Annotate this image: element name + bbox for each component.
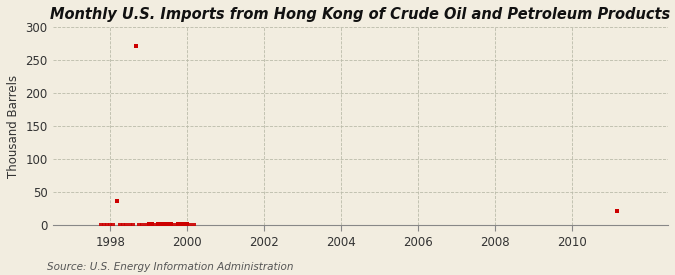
Point	[99, 223, 109, 228]
Point	[182, 222, 192, 226]
Point	[172, 222, 183, 226]
Point	[176, 222, 186, 226]
Point	[156, 222, 167, 226]
Point	[612, 209, 622, 213]
Point	[150, 223, 161, 228]
Point	[121, 223, 132, 228]
Point	[143, 222, 154, 226]
Point	[179, 222, 190, 226]
Point	[115, 223, 126, 228]
Point	[95, 223, 106, 228]
Point	[169, 223, 180, 228]
Text: Source: U.S. Energy Information Administration: Source: U.S. Energy Information Administ…	[47, 262, 294, 272]
Point	[185, 223, 196, 228]
Point	[134, 223, 144, 228]
Point	[153, 222, 164, 226]
Point	[111, 199, 122, 203]
Point	[188, 223, 199, 228]
Point	[108, 223, 119, 228]
Point	[102, 223, 113, 228]
Point	[159, 222, 170, 226]
Point	[165, 222, 176, 226]
Point	[146, 222, 157, 226]
Point	[127, 223, 138, 228]
Point	[124, 223, 135, 228]
Y-axis label: Thousand Barrels: Thousand Barrels	[7, 75, 20, 178]
Point	[131, 43, 142, 48]
Point	[163, 222, 173, 226]
Point	[105, 223, 115, 228]
Point	[137, 223, 148, 228]
Point	[117, 223, 128, 228]
Title: Monthly U.S. Imports from Hong Kong of Crude Oil and Petroleum Products: Monthly U.S. Imports from Hong Kong of C…	[50, 7, 670, 22]
Point	[140, 223, 151, 228]
